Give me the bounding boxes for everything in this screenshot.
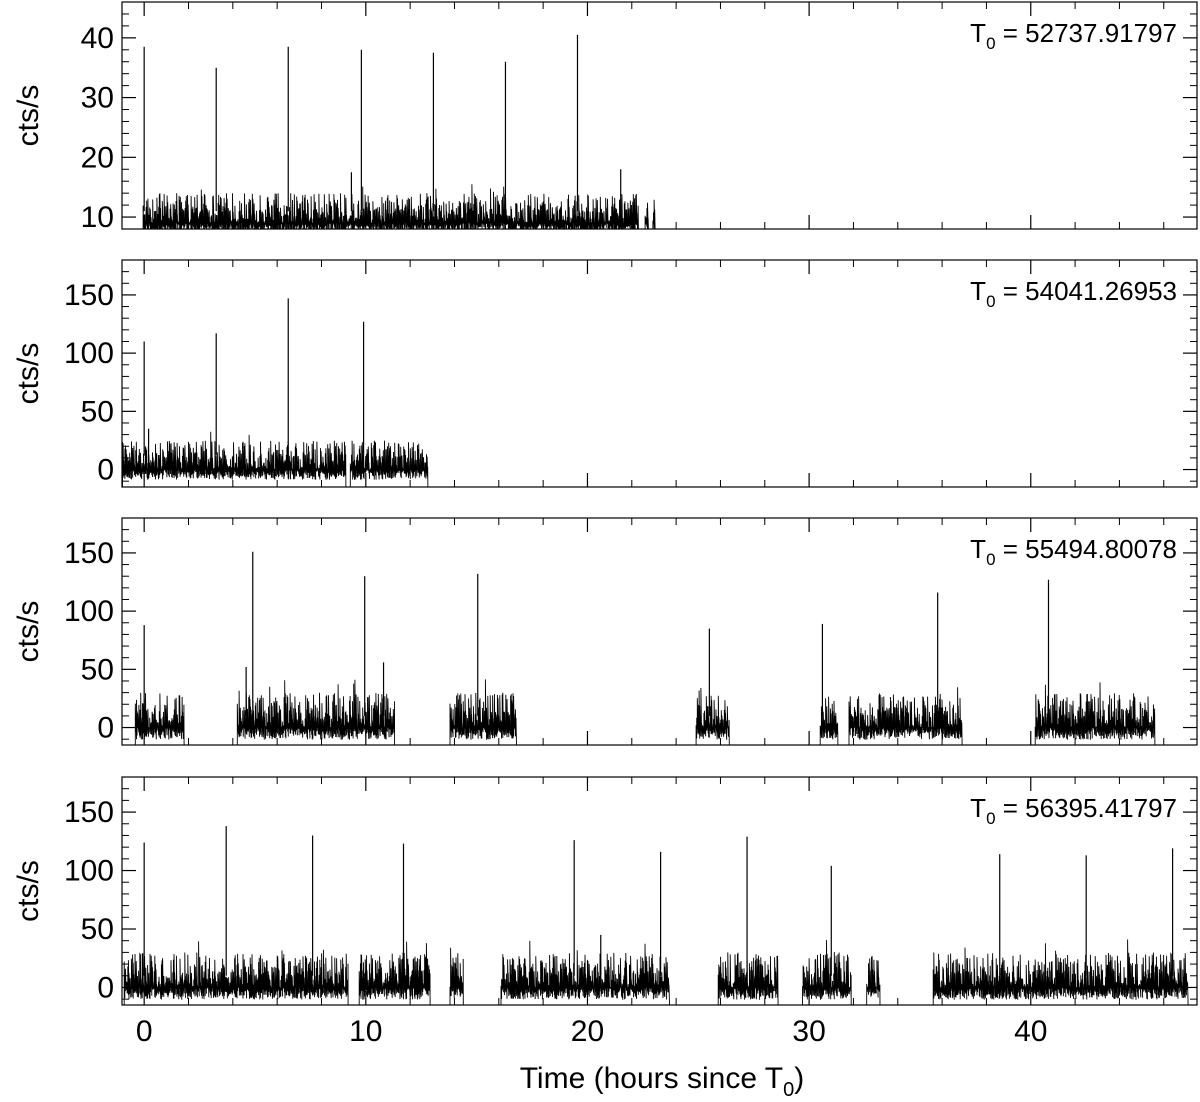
x-tick-label: 30 (792, 1015, 825, 1048)
x-tick-label: 20 (571, 1015, 604, 1048)
panel-frame (121, 259, 1198, 488)
y-tick-label: 150 (64, 279, 114, 312)
lightcurve-segment (236, 679, 396, 745)
y-tick-label: 20 (81, 141, 114, 174)
y-tick-label: 100 (64, 595, 114, 628)
lightcurve-segment (802, 940, 852, 1005)
y-axis-label: cts/s (12, 860, 45, 922)
lightcurve-segment (932, 939, 1189, 1005)
lightcurve-segment (358, 941, 431, 1005)
t0-subscript: 0 (986, 292, 995, 311)
lightcurve-segment (122, 431, 347, 487)
lightcurve-segment (717, 952, 779, 1005)
x-axis-label-prefix: Time (hours since T (520, 1062, 783, 1095)
x-axis-label-suffix: ) (794, 1062, 804, 1095)
lightcurve-segment (349, 440, 429, 487)
t0-subscript: 0 (986, 550, 995, 569)
y-tick-label: 50 (81, 913, 114, 946)
lightcurve-segment (142, 184, 639, 229)
lightcurve-segment (848, 687, 963, 745)
t0-annotation: T0 = 54041.26953 (970, 276, 1177, 311)
lightcurve-segment (866, 956, 881, 1005)
t0-annotation: T0 = 55494.80078 (970, 534, 1177, 569)
y-tick-label: 150 (64, 796, 114, 829)
lightcurve-segment (695, 687, 730, 745)
panel-1: 10 20 30 40 cts/s T0 = 52737.91797 (12, 1, 1198, 234)
y-tick-label: 50 (81, 395, 114, 428)
t0-value: 55494.80078 (1025, 534, 1177, 564)
t0-annotation: T0 = 52737.91797 (970, 18, 1177, 53)
t0-equals: = (996, 18, 1026, 48)
panel-frame (121, 776, 1198, 1006)
t0-equals: = (996, 276, 1026, 306)
lightcurve-segment (134, 692, 185, 745)
lightcurve-segment (449, 947, 464, 1005)
y-axis-label: cts/s (12, 601, 45, 663)
lightcurve-segment (652, 199, 656, 229)
y-tick-label: 150 (64, 537, 114, 570)
lightcurve-segment (123, 941, 349, 1005)
y-tick-label: 30 (81, 82, 114, 115)
t0-subscript: 0 (986, 809, 995, 828)
panel-frame (121, 517, 1198, 746)
panel-frame (121, 1, 1198, 230)
t0-symbol: T (970, 793, 986, 823)
t0-equals: = (996, 534, 1026, 564)
y-axis-label: cts/s (12, 343, 45, 405)
x-tick-label: 10 (349, 1015, 382, 1048)
t0-symbol: T (970, 276, 986, 306)
y-tick-label: 0 (97, 712, 114, 745)
x-tick-label: 0 (136, 1015, 153, 1048)
lightcurve-segment (644, 202, 649, 229)
x-axis-label-sub: 0 (783, 1079, 794, 1101)
t0-annotation: T0 = 56395.41797 (970, 793, 1177, 828)
y-tick-label: 10 (81, 201, 114, 234)
t0-subscript: 0 (986, 34, 995, 53)
lightcurve-segment (500, 940, 670, 1005)
t0-equals: = (996, 793, 1026, 823)
y-tick-label: 100 (64, 855, 114, 888)
t0-value: 54041.26953 (1025, 276, 1177, 306)
t0-symbol: T (970, 18, 986, 48)
t0-value: 52737.91797 (1025, 18, 1177, 48)
y-tick-label: 0 (97, 454, 114, 487)
y-tick-label: 40 (81, 22, 114, 55)
y-tick-label: 100 (64, 337, 114, 370)
y-tick-label: 50 (81, 653, 114, 686)
t0-value: 56395.41797 (1025, 793, 1177, 823)
lightcurve-segment (1034, 682, 1156, 745)
y-axis-label: cts/s (12, 85, 45, 147)
x-tick-label: 40 (1014, 1015, 1047, 1048)
y-tick-label: 0 (97, 971, 114, 1004)
t0-symbol: T (970, 534, 986, 564)
x-axis-label: Time (hours since T0) (520, 1062, 805, 1101)
lightcurve-segment (449, 679, 517, 745)
